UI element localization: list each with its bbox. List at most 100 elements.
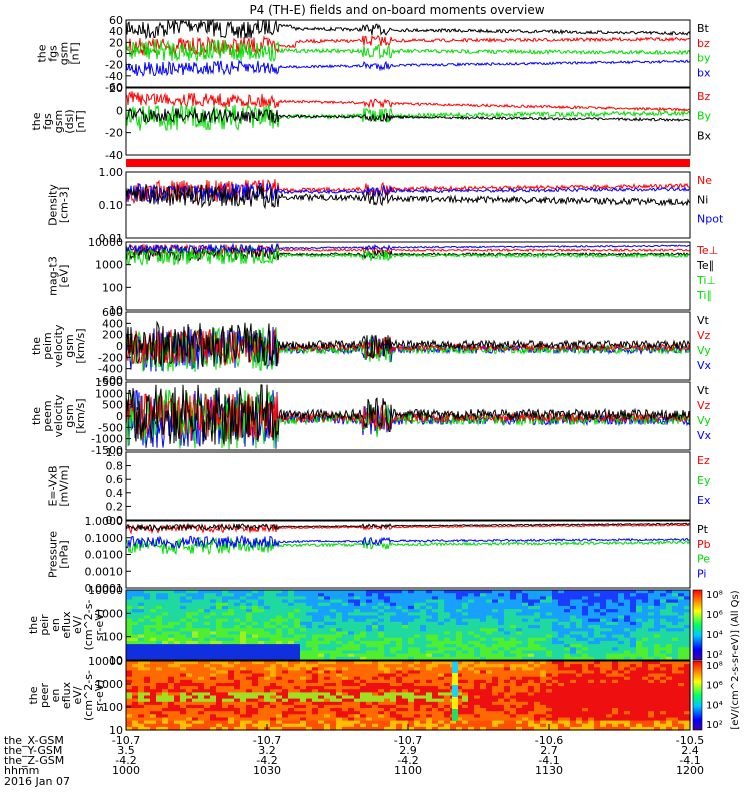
spectrogram-cell bbox=[186, 714, 193, 718]
spectrogram-cell bbox=[516, 634, 523, 639]
legend-entry: Pe bbox=[697, 553, 710, 566]
spectrogram-cell bbox=[312, 689, 319, 693]
spectrogram-cell bbox=[204, 599, 211, 604]
spectrogram-cell bbox=[168, 621, 175, 626]
spectrogram-cell bbox=[162, 676, 169, 681]
spectrogram-cell bbox=[462, 711, 469, 715]
spectrogram-cell bbox=[420, 714, 427, 718]
spectrogram-cell bbox=[438, 726, 445, 731]
spectrogram-cell bbox=[516, 631, 523, 636]
spectrogram-cell bbox=[480, 698, 487, 703]
spectrogram-cell bbox=[174, 704, 181, 709]
spectrogram-cell bbox=[348, 726, 355, 731]
spectrogram-cell bbox=[342, 708, 349, 712]
spectrogram-cell bbox=[552, 698, 559, 703]
spectrogram-cell bbox=[534, 708, 541, 712]
spectrogram-cell bbox=[126, 692, 133, 697]
spectrogram-cell bbox=[648, 612, 655, 617]
spectrogram-cell bbox=[474, 686, 481, 690]
spectrogram-cell bbox=[576, 714, 583, 718]
spectrogram-cell bbox=[642, 647, 649, 652]
spectrogram-cell bbox=[174, 596, 181, 601]
spectrogram-cell bbox=[540, 644, 547, 648]
spectrogram-cell bbox=[372, 686, 379, 690]
spectrogram-cell bbox=[318, 670, 325, 675]
spectrogram-cell bbox=[252, 640, 259, 645]
spectrogram-cell bbox=[624, 661, 631, 665]
spectrogram-cell bbox=[426, 723, 433, 728]
spectrogram-cell bbox=[126, 667, 133, 671]
spectrogram-cell bbox=[192, 656, 199, 661]
spectrogram-cell bbox=[372, 621, 379, 626]
spectrogram-cell bbox=[192, 704, 199, 709]
spectrogram-cell bbox=[300, 661, 307, 665]
spectrogram-cell bbox=[654, 628, 661, 632]
spectrogram-cell bbox=[522, 692, 529, 697]
spectrogram-cell bbox=[258, 673, 265, 678]
spectrogram-cell bbox=[504, 618, 511, 623]
spectrogram-cell bbox=[516, 676, 523, 681]
spectrogram-cell bbox=[246, 717, 253, 722]
spectrogram-cell bbox=[606, 683, 613, 687]
spectrogram-cell bbox=[504, 670, 511, 675]
spectrogram-cell bbox=[312, 661, 319, 665]
spectrogram-cell bbox=[312, 590, 319, 594]
spectrogram-cell bbox=[420, 720, 427, 725]
spectrogram-cell bbox=[474, 647, 481, 652]
spectrogram-cell bbox=[312, 692, 319, 697]
spectrogram-cell bbox=[360, 667, 367, 671]
spectrogram-cell bbox=[396, 701, 403, 706]
spectrogram-cell bbox=[150, 631, 157, 636]
spectrogram-cell bbox=[582, 640, 589, 645]
spectrogram-cell bbox=[654, 621, 661, 626]
spectrogram-cell bbox=[438, 667, 445, 671]
spectrogram-cell bbox=[252, 637, 259, 642]
spectrogram-cell bbox=[528, 661, 535, 665]
spectrogram-cell bbox=[672, 596, 679, 601]
spectrogram-cell bbox=[192, 593, 199, 597]
spectrogram-cell bbox=[252, 647, 259, 652]
spectrogram-cell bbox=[330, 625, 337, 629]
spectrogram-cell bbox=[558, 698, 565, 703]
spectrogram-cell bbox=[576, 640, 583, 645]
spectrogram-cell bbox=[504, 679, 511, 684]
spectrogram-cell bbox=[204, 670, 211, 675]
spectrogram-cell bbox=[570, 618, 577, 623]
spectrogram-cell bbox=[564, 698, 571, 703]
spectrogram-cell bbox=[606, 676, 613, 681]
y-tick-label: 500 bbox=[102, 399, 123, 412]
spectrogram-cell bbox=[648, 605, 655, 610]
spectrogram-cell bbox=[144, 676, 151, 681]
spectrogram-cell bbox=[222, 708, 229, 712]
spectrogram-cell bbox=[588, 679, 595, 684]
spectrogram-cell bbox=[414, 673, 421, 678]
spectrogram-cell bbox=[654, 676, 661, 681]
spectrogram-cell bbox=[126, 683, 133, 687]
spectrogram-cell bbox=[168, 673, 175, 678]
spectrogram-cell bbox=[144, 664, 151, 668]
spectrogram-cell bbox=[636, 673, 643, 678]
spectrogram-cell bbox=[576, 634, 583, 639]
spectrogram-cell bbox=[198, 689, 205, 693]
spectrogram-cell bbox=[600, 599, 607, 604]
spectrogram-cell bbox=[618, 704, 625, 709]
spectrogram-cell bbox=[222, 644, 229, 648]
spectrogram-cell bbox=[456, 720, 463, 725]
spectrogram-cell bbox=[486, 720, 493, 725]
spectrogram-cell bbox=[258, 670, 265, 675]
spectrogram-cell bbox=[246, 720, 253, 725]
spectrogram-cell bbox=[390, 664, 397, 668]
spectrogram-cell bbox=[510, 621, 517, 626]
spectrogram-cell bbox=[582, 686, 589, 690]
spectrogram-cell bbox=[456, 605, 463, 610]
spectrogram-cell bbox=[588, 621, 595, 626]
spectrogram-cell bbox=[348, 644, 355, 648]
spectrogram-cell bbox=[378, 664, 385, 668]
spectrogram-cell bbox=[516, 644, 523, 648]
spectrogram-cell bbox=[216, 720, 223, 725]
spectrogram-cell bbox=[480, 605, 487, 610]
spectrogram-cell bbox=[234, 609, 241, 613]
spectrogram-cell bbox=[630, 590, 637, 594]
spectrogram-cell bbox=[294, 599, 301, 604]
spectrogram-cell bbox=[150, 628, 157, 632]
